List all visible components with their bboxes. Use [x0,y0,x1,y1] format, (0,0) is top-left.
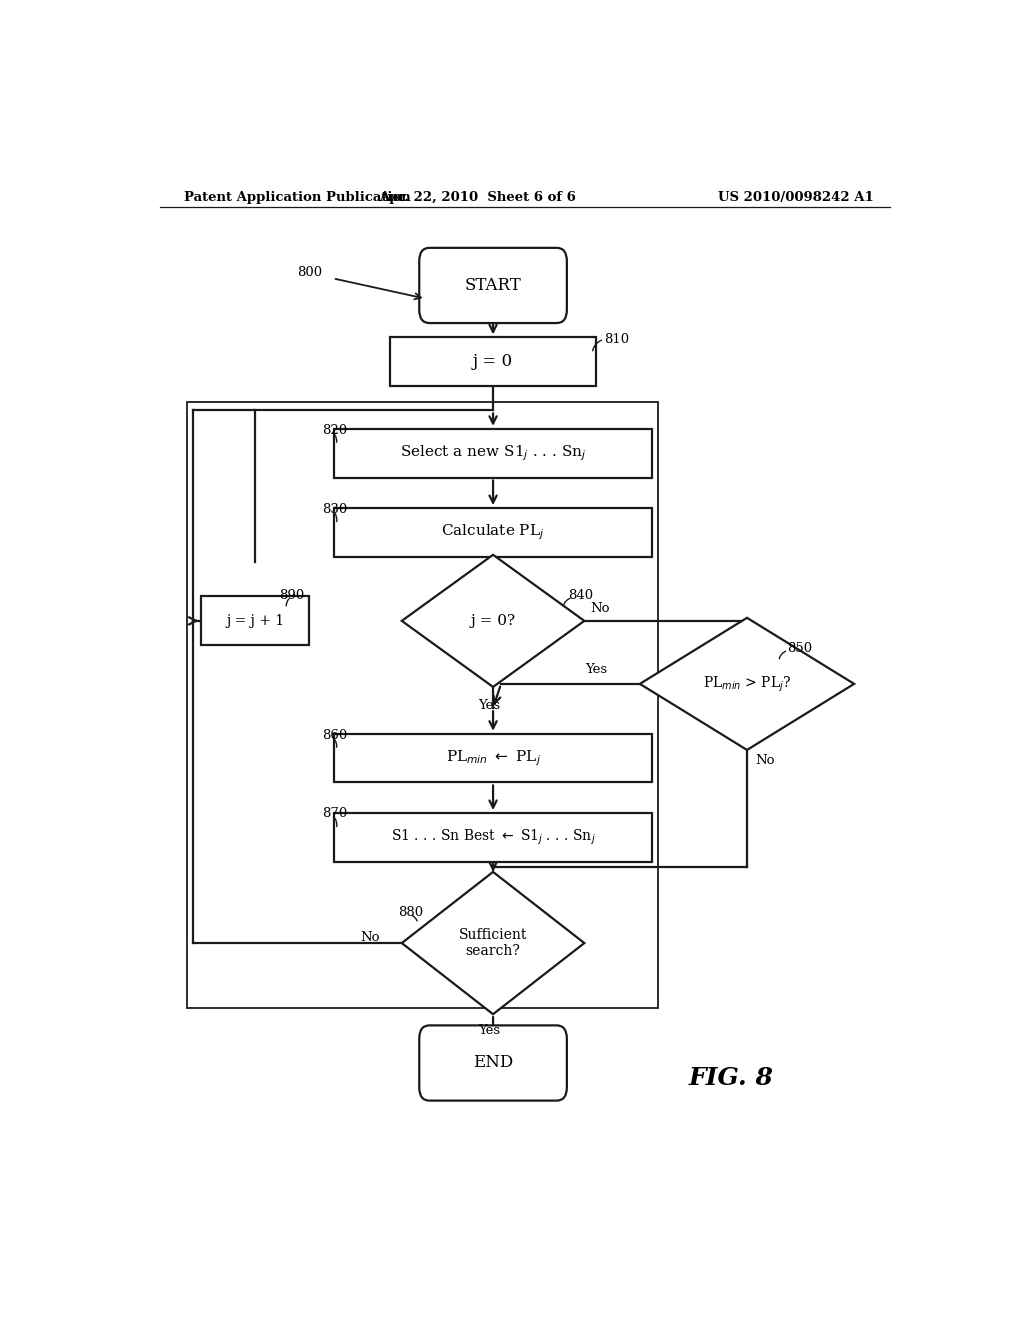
Bar [390,338,596,385]
Text: No: No [360,932,380,945]
Text: j = 0?: j = 0? [470,614,516,628]
Text: S1 . . . Sn Best $\leftarrow$ S1$_j$ . . . Sn$_j$: S1 . . . Sn Best $\leftarrow$ S1$_j$ . .… [391,828,595,847]
Text: 820: 820 [323,424,347,437]
Bar [186,403,658,1008]
Text: Yes: Yes [585,663,607,676]
Text: 840: 840 [568,589,594,602]
Text: Yes: Yes [478,1024,500,1038]
Text: START: START [465,277,521,294]
Text: Apr. 22, 2010  Sheet 6 of 6: Apr. 22, 2010 Sheet 6 of 6 [379,190,575,203]
Polygon shape [401,873,585,1014]
Text: Sufficient
search?: Sufficient search? [459,928,527,958]
Text: PL$_{min}$ $\leftarrow$ PL$_j$: PL$_{min}$ $\leftarrow$ PL$_j$ [445,748,541,768]
Bar [202,597,308,645]
Text: 890: 890 [279,589,304,602]
Text: 870: 870 [323,808,348,821]
Text: 810: 810 [604,333,630,346]
Text: Patent Application Publication: Patent Application Publication [183,190,411,203]
Text: US 2010/0098242 A1: US 2010/0098242 A1 [718,190,873,203]
Polygon shape [401,554,585,686]
Text: Calculate PL$_j$: Calculate PL$_j$ [441,523,545,543]
Bar [334,508,652,557]
Text: 830: 830 [323,503,348,516]
Bar [334,813,652,862]
Text: END: END [473,1055,513,1072]
Text: 880: 880 [397,906,423,919]
Text: j = j + 1: j = j + 1 [226,614,284,628]
Text: 800: 800 [297,265,323,279]
Text: No: No [591,602,610,615]
Text: FIG. 8: FIG. 8 [689,1067,773,1090]
Bar [334,734,652,783]
Text: Yes: Yes [478,698,500,711]
Text: PL$_{min}$ > PL$_j$?: PL$_{min}$ > PL$_j$? [702,675,792,693]
Text: j = 0: j = 0 [473,354,513,370]
Text: 860: 860 [323,729,348,742]
FancyBboxPatch shape [419,1026,567,1101]
Text: No: No [755,754,774,767]
Bar [334,429,652,478]
Text: Select a new S1$_j$ . . . Sn$_j$: Select a new S1$_j$ . . . Sn$_j$ [399,444,587,463]
FancyBboxPatch shape [419,248,567,323]
Polygon shape [640,618,854,750]
Text: 850: 850 [786,642,812,655]
